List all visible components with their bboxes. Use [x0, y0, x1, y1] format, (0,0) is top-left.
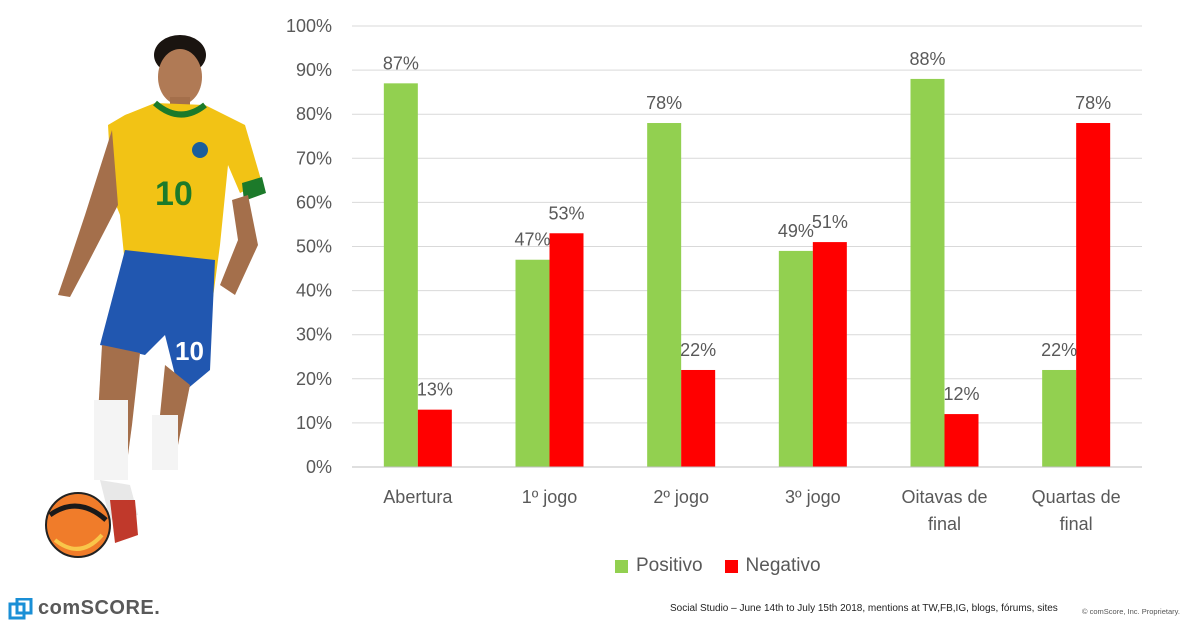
- legend-swatch-positivo: [615, 559, 628, 573]
- x-category-label: 3º jogo: [785, 487, 841, 507]
- copyright-note: © comScore, Inc. Proprietary.: [1082, 607, 1180, 616]
- y-tick-label: 0%: [306, 457, 332, 477]
- football-player-image: 10 10: [45, 35, 266, 558]
- data-label-positivo: 47%: [514, 230, 550, 250]
- bar-negativo: [417, 409, 452, 467]
- svg-text:10: 10: [175, 336, 204, 366]
- x-category-label: 1º jogo: [522, 487, 578, 507]
- y-tick-label: 20%: [296, 369, 332, 389]
- y-tick-label: 60%: [296, 192, 332, 212]
- legend-label-positivo: Positivo: [636, 555, 703, 576]
- y-axis: 0% 10% 20% 30% 40% 50% 60% 70% 80% 90% 100%: [286, 16, 332, 477]
- data-label-negativo: 51%: [812, 212, 848, 232]
- y-tick-label: 90%: [296, 60, 332, 80]
- x-axis: Abertura 1º jogo 2º jogo 3º jogo Oitavas de f…: [352, 466, 1142, 534]
- comscore-logo-text: comSCORE.: [38, 597, 161, 619]
- chart-gridlines: [352, 25, 1142, 468]
- source-note: Social Studio – June 14th to July 15th 2…: [670, 603, 1058, 614]
- y-tick-label: 40%: [296, 281, 332, 301]
- data-label-positivo: 49%: [778, 221, 814, 241]
- bar-negativo: [681, 369, 716, 467]
- y-tick-label: 30%: [296, 325, 332, 345]
- data-label-positivo: 87%: [383, 53, 419, 73]
- y-tick-label: 100%: [286, 16, 332, 36]
- data-label-negativo: 22%: [680, 340, 716, 360]
- x-category-label: Abertura: [383, 487, 453, 507]
- bar-negativo: [944, 414, 979, 467]
- y-tick-label: 70%: [296, 148, 332, 168]
- y-tick-label: 50%: [296, 237, 332, 257]
- data-label-negativo: 53%: [548, 203, 584, 223]
- x-category-label: 2º jogo: [653, 487, 709, 507]
- bar-positivo: [383, 83, 418, 467]
- bar-negativo: [812, 242, 847, 467]
- bar-positivo: [515, 259, 550, 467]
- chart-legend: Positivo Negativo: [615, 555, 821, 577]
- x-category-label: final: [1060, 514, 1093, 534]
- data-label-positivo: 88%: [909, 49, 945, 69]
- comscore-logo: comSCORE.: [8, 597, 160, 620]
- comscore-logo-icon: [8, 597, 33, 619]
- data-label-negativo: 13%: [417, 380, 453, 400]
- svg-text:10: 10: [155, 175, 193, 213]
- x-category-label: Quartas de: [1032, 487, 1121, 507]
- data-label-negativo: 12%: [943, 384, 979, 404]
- data-label-positivo: 22%: [1041, 340, 1077, 360]
- y-tick-label: 10%: [296, 413, 332, 433]
- data-label-negativo: 78%: [1075, 93, 1111, 113]
- bar-positivo: [778, 250, 813, 467]
- chart-bars: [383, 78, 1111, 468]
- legend-item-positivo: Positivo: [615, 555, 703, 577]
- bar-positivo: [910, 78, 945, 468]
- x-category-label: final: [928, 514, 961, 534]
- bar-negativo: [549, 233, 584, 467]
- y-tick-label: 80%: [296, 104, 332, 124]
- bar-positivo: [647, 123, 682, 468]
- data-label-positivo: 78%: [646, 93, 682, 113]
- legend-swatch-negativo: [724, 559, 738, 573]
- bar-positivo: [1042, 369, 1077, 467]
- bar-negativo: [1076, 123, 1111, 468]
- data-labels: 87% 13% 47% 53% 78% 22% 49%51% 88% 12% 22% 78%: [383, 49, 1111, 404]
- x-category-label: Oitavas de: [901, 487, 987, 507]
- legend-item-negativo: Negativo: [724, 555, 821, 577]
- legend-label-negativo: Negativo: [745, 555, 821, 576]
